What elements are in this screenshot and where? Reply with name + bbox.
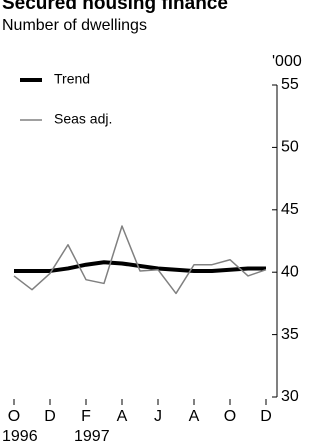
chart-subtitle: Number of dwellings: [2, 17, 147, 34]
y-tick-label: 45: [281, 201, 299, 218]
x-tick-label: O: [8, 408, 20, 425]
y-tick-label: 35: [281, 326, 299, 343]
y-tick-label: 40: [281, 263, 299, 280]
x-tick-label: J: [154, 408, 162, 425]
legend-label: Trend: [54, 71, 90, 87]
x-tick-label: D: [44, 408, 56, 425]
x-tick-label: A: [189, 408, 200, 425]
series-line: [13, 225, 267, 295]
x-year-label: 1997: [74, 428, 110, 445]
x-tick-label: D: [260, 408, 272, 425]
x-tick-label: A: [117, 408, 128, 425]
y-tick-label: 50: [281, 139, 299, 156]
x-tick-label: O: [224, 408, 236, 425]
legend-label: Seas adj.: [54, 111, 112, 127]
y-unit: '000: [272, 53, 302, 70]
chart-title: Secured housing finance: [2, 0, 228, 14]
y-tick-label: 30: [281, 388, 299, 405]
x-tick-label: F: [81, 408, 91, 425]
x-year-label: 1996: [2, 428, 38, 445]
series-line: [14, 260, 266, 273]
y-tick-label: 55: [281, 76, 299, 93]
